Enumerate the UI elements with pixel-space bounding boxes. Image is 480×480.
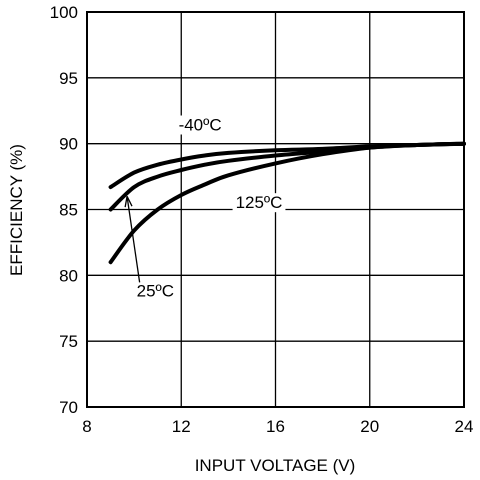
annotation-label-125-c: 125ºC bbox=[236, 193, 283, 212]
annotation-background bbox=[175, 115, 225, 135]
x-tick-label: 24 bbox=[455, 417, 474, 436]
y-tick-label: 95 bbox=[59, 69, 78, 88]
series-curves bbox=[108, 141, 466, 265]
y-tick-labels: 70 75 80 85 90 95 100 bbox=[50, 3, 78, 417]
annotation-label-40-c: -40ºC bbox=[179, 116, 222, 135]
x-tick-label: 12 bbox=[172, 417, 191, 436]
series-annotations: -40ºC 125ºC 25ºC bbox=[124, 115, 286, 301]
series-line-125-c bbox=[108, 141, 466, 265]
series-line-40-c bbox=[108, 141, 466, 190]
x-tick-label: 8 bbox=[82, 417, 91, 436]
x-tick-label: 16 bbox=[266, 417, 285, 436]
annotation-leader-line bbox=[126, 196, 141, 283]
plot-frame bbox=[86, 11, 465, 408]
y-axis-title: EFFICIENCY (%) bbox=[7, 144, 26, 276]
series-line-25-c bbox=[108, 141, 466, 212]
y-tick-label: 90 bbox=[59, 135, 78, 154]
annotation-label-25-c: 25ºC bbox=[137, 281, 174, 300]
y-tick-label: 75 bbox=[59, 332, 78, 351]
y-tick-label: 70 bbox=[59, 398, 78, 417]
x-tick-label: 20 bbox=[360, 417, 379, 436]
annotation-background bbox=[232, 193, 286, 213]
y-tick-label: 85 bbox=[59, 201, 78, 220]
annotation-background bbox=[133, 281, 178, 301]
x-tick-labels: 8 12 16 20 24 bbox=[82, 417, 473, 436]
x-axis-title: INPUT VOLTAGE (V) bbox=[195, 456, 356, 475]
y-tick-label: 100 bbox=[50, 3, 78, 22]
y-tick-label: 80 bbox=[59, 266, 78, 285]
annotation-arrowhead bbox=[124, 196, 133, 208]
